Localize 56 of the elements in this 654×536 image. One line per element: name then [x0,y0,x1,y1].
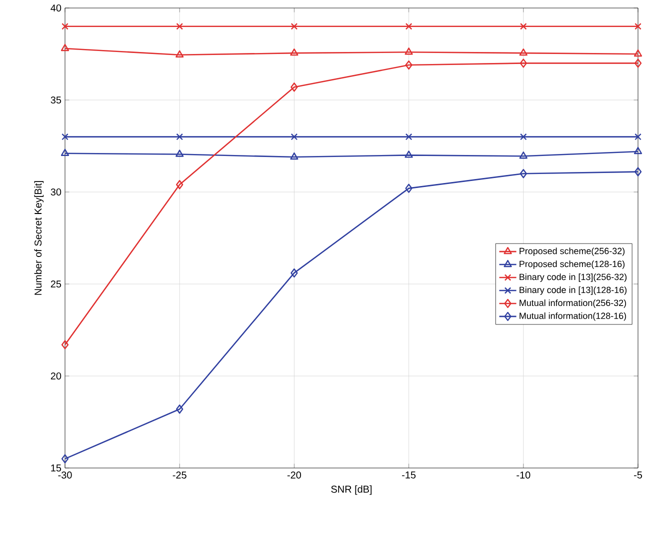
point [62,133,68,140]
point [634,133,642,140]
y-tick-label: 20 [50,372,62,380]
point [405,22,412,30]
point [634,167,642,176]
legend-label: Mutual information(128-16) [520,312,626,321]
point [520,22,527,30]
y-tick-label: 30 [50,188,62,196]
point [290,133,298,140]
point [60,148,70,156]
point [61,454,69,464]
point [634,22,642,30]
y-tick-label: 25 [50,280,62,288]
point [176,133,184,140]
x-axis-title: SNR [dB] [331,485,372,495]
point [405,60,412,70]
point [290,82,298,92]
y-tick-label: 40 [50,4,62,12]
point [520,169,527,178]
point [290,48,298,56]
y-tick-label: 15 [51,464,62,472]
point [520,133,527,140]
point [176,404,184,414]
point [404,48,413,55]
point [519,48,528,56]
point [520,58,527,68]
x-tick-label: -5 [634,472,642,478]
point [60,44,70,52]
point [61,340,69,350]
legend-label: Binary code in [13](128-16) [520,286,627,295]
point [62,22,68,30]
point [176,22,184,30]
point [290,268,298,278]
x-tick-label: -20 [287,472,302,479]
legend-label: Proposed scheme(256-32) [520,248,625,256]
point [176,150,184,157]
legend-label: Mutual information(256-32) [520,299,626,308]
x-tick-label: -30 [58,472,72,479]
y-axis-title: Number of Secret Key[Bit] [34,181,44,295]
x-tick-label: -15 [402,472,416,478]
x-tick-label: -25 [172,472,186,479]
legend-label: Binary code in [13](256-32) [520,274,627,282]
point [404,150,413,158]
y-tick-label: 35 [50,96,62,104]
point [405,133,412,140]
point [405,184,412,193]
point [519,152,528,159]
legend-label: Proposed scheme(128-16) [520,260,625,269]
point [634,49,642,57]
point [634,146,642,154]
point [290,22,298,30]
point [634,58,642,68]
point [176,50,184,58]
point [176,180,184,190]
x-tick-label: -10 [516,472,530,479]
point [290,152,298,160]
